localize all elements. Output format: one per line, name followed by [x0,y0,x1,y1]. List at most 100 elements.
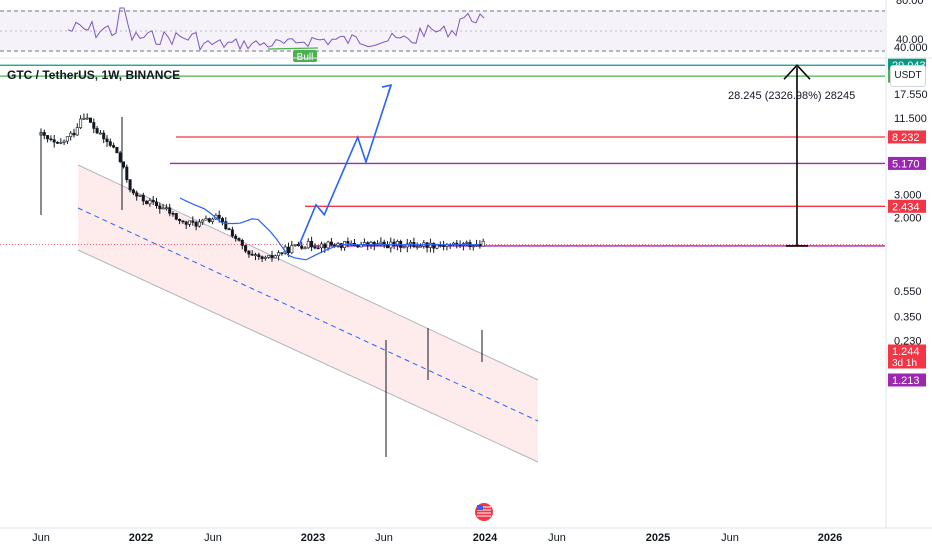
candle-body [207,218,211,222]
candle [428,238,432,253]
candle [296,241,300,247]
candle [158,202,162,214]
candle [197,218,201,228]
candle-body [197,221,201,227]
candle [346,237,350,248]
currency-button[interactable]: USDT [890,65,926,87]
candle [141,192,145,206]
candle-body [471,245,475,248]
candle-body [323,243,327,249]
candle [257,252,261,260]
candle-body [184,221,188,225]
candle-body [379,241,383,245]
candle-body [158,205,162,210]
candle-body [72,132,76,136]
candle-body [293,244,297,246]
candle [194,220,198,231]
candle-body [135,192,139,197]
candle [329,238,333,246]
candle [168,203,172,217]
candle [237,237,241,242]
candle-body [415,246,419,248]
candle-body [346,241,350,244]
candle-body [326,241,330,249]
price-tag-label: 1.244 [892,346,920,358]
candle-body [151,200,155,203]
candle-body [59,142,63,144]
flag-icon-canton [477,505,483,510]
candle-body [181,220,185,223]
candle-body [75,127,79,136]
candle [418,243,422,248]
price-tag-label: 5.170 [892,158,920,170]
candle [306,238,310,249]
candle [138,194,142,197]
symbol-title: GTC / TetherUS, 1W, BINANCE [7,68,181,82]
candle [313,243,317,250]
candle [211,217,215,225]
price-axis-tick: 40.000 [894,42,928,54]
candle-body [145,200,149,205]
candle-body [148,200,152,205]
candle-body [62,140,66,143]
candle [82,113,86,120]
candle [102,130,106,144]
price-tag-bg [888,130,926,144]
candle-body [131,189,135,194]
candle [475,239,479,247]
candle [145,200,149,205]
candle-body [402,246,406,249]
candle-body [260,256,264,259]
candle [343,240,347,251]
candle-body [356,245,360,248]
candle [135,190,139,201]
candle [128,179,132,193]
candle-body [164,207,168,210]
candle-body [89,117,93,123]
candle-body [201,219,205,223]
time-axis-tick: Jun [721,532,739,544]
candle-body [465,242,469,244]
flag-icon [475,503,493,521]
candle [227,227,231,231]
candle-body [227,228,231,231]
candle-body [115,146,119,154]
candle-body [221,218,225,222]
candle [131,188,135,196]
candle-body [382,241,386,245]
candle-body [280,252,284,254]
candle-body [174,213,178,220]
candle-body [161,207,165,210]
candle [89,117,93,123]
candle-body [211,218,215,222]
candle-body [85,117,89,120]
price-axis-tick: 2.000 [894,212,922,224]
candle-body [277,252,281,257]
candle-body [286,246,290,254]
candle-body [300,245,304,249]
candle-body [79,118,83,128]
time-axis-tick: Jun [204,532,222,544]
candle-body [442,245,446,247]
candle [155,197,159,209]
projection-arrowhead [381,83,393,95]
candle-body [267,255,271,258]
candle [399,239,403,253]
candle [402,246,406,249]
rsi-axis-tick: 80.00 [896,0,924,7]
time-axis-tick: 2026 [818,532,842,544]
candle-body [244,245,248,252]
candle [280,252,284,256]
candle-body [98,132,102,135]
candle [204,215,208,221]
candle [270,250,274,262]
price-axis-tick: 3.000 [894,189,922,201]
candle [356,245,360,249]
candle-body [257,254,261,258]
candle-body [303,247,307,250]
price-axis-tick: 0.350 [894,312,922,324]
candle-body [69,132,73,137]
candle [85,113,89,120]
